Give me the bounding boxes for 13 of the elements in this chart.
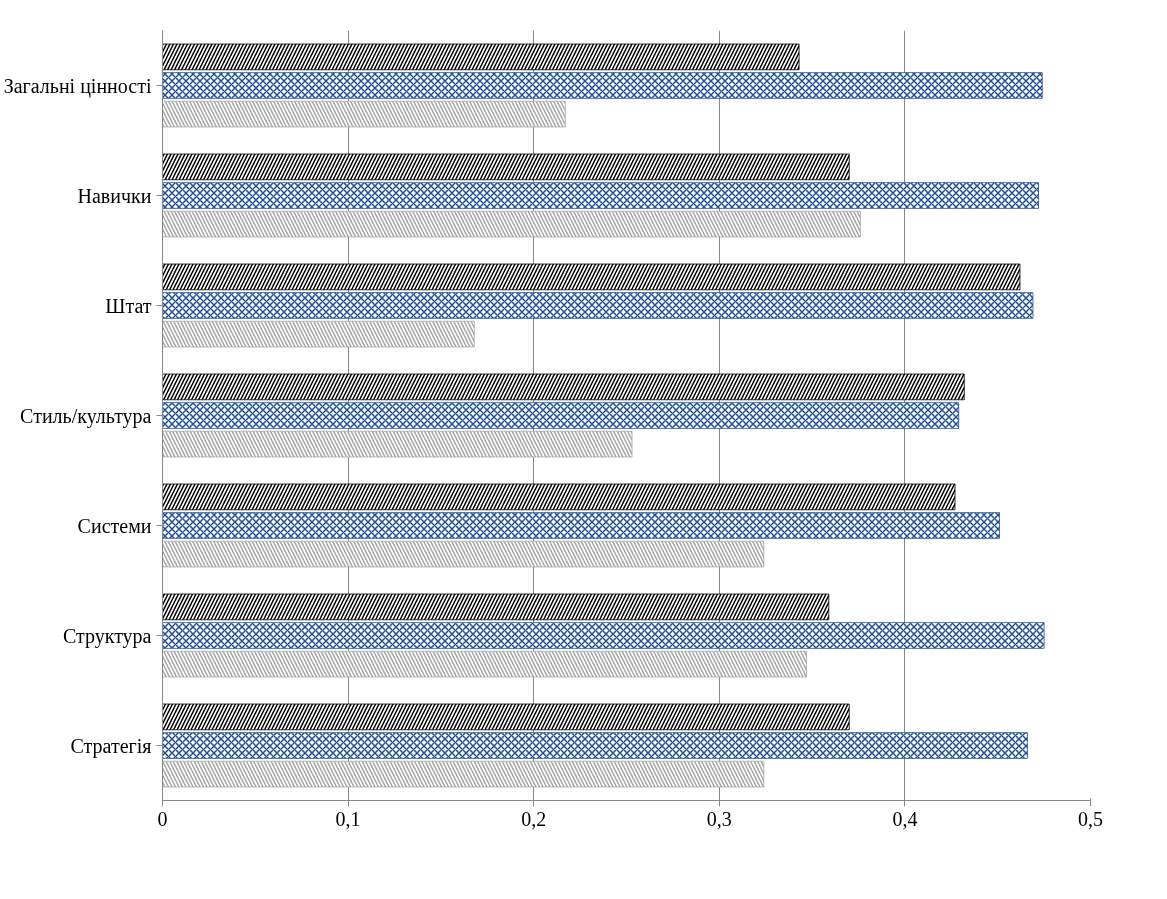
x-tick-label: 0,5: [1078, 807, 1103, 830]
x-tick-label: 0,3: [706, 807, 732, 830]
y-tick-label: Стиль/культура: [20, 404, 152, 428]
y-tick-label: Загальні цінності: [3, 74, 152, 98]
y-tick-label: Системи: [77, 514, 152, 537]
x-tick-label: 0,2: [521, 807, 547, 830]
y-tick-label: Структура: [62, 624, 152, 648]
y-tick-label: Стратегія: [70, 734, 152, 758]
x-tick-label: 0,4: [892, 807, 918, 830]
y-tick-label: Навички: [77, 184, 152, 207]
x-tick-label: 0: [157, 807, 168, 830]
y-tick-label: Штат: [105, 294, 152, 317]
x-tick-label: 0,1: [335, 807, 361, 830]
